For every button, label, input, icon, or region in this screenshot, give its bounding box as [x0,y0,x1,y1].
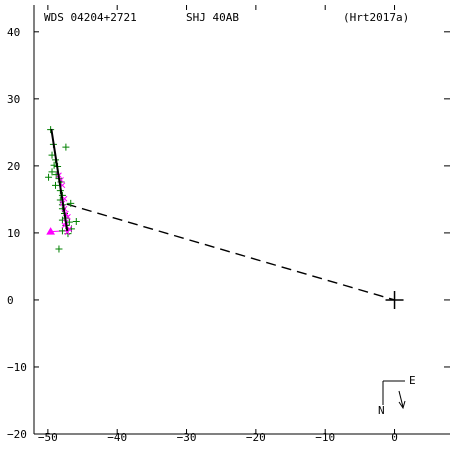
east-label: E [409,374,416,387]
x-tick-label: −10 [315,431,335,444]
y-tick-label: −10 [7,361,27,374]
north-label: N [378,404,385,417]
observation-plus-marker [45,173,53,181]
observation-plus-marker [67,199,75,207]
observation-plus-marker [55,245,63,253]
header-reference: (Hrt2017a) [343,11,409,24]
observation-plus-marker [48,168,56,176]
observation-plus-marker [62,143,70,151]
motion-direction-arrowhead [398,400,406,410]
motion-direction-arrow [398,390,404,408]
y-tick-label: −20 [7,428,27,441]
x-tick-label: −30 [177,431,197,444]
observation-triangle-marker [46,227,56,235]
observation-x-marker [64,229,71,236]
x-tick-label: −40 [107,431,127,444]
observation-plus-marker [51,181,59,189]
observation-plus-marker [72,218,80,226]
y-tick-label: 10 [7,227,20,240]
x-tick-label: −50 [38,431,58,444]
orbit-track [50,128,69,232]
x-axis-ticks: −50 −40 −30 −20 −10 0 [38,5,398,444]
observation-plus-marker [48,151,56,159]
separation-dashed-line [66,203,395,301]
y-tick-label: 40 [7,26,20,39]
y-tick-label: 0 [7,294,14,307]
observation-plus-marker [58,227,66,235]
y-tick-label: 30 [7,93,20,106]
orientation-indicator: N E [378,374,416,417]
header-wds-id: WDS 04204+2721 [44,11,137,24]
x-tick-label: −20 [246,431,266,444]
primary-star-marker [385,290,404,309]
plot-marks [45,126,404,309]
header-pair-name: SHJ 40AB [186,11,239,24]
x-tick-label: 0 [391,431,398,444]
y-tick-label: 20 [7,160,20,173]
observation-plus-marker [65,218,73,226]
y-axis-ticks: −20 −10 0 10 20 30 40 [7,26,450,441]
